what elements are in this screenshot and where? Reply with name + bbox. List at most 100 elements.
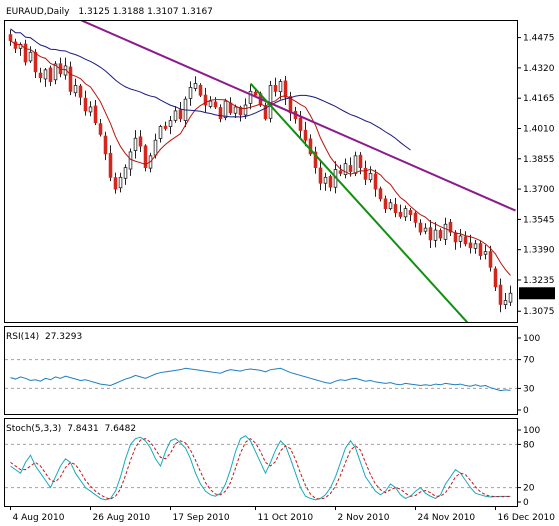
candle-body bbox=[178, 109, 183, 120]
candle-body bbox=[163, 125, 168, 129]
candle-body bbox=[363, 167, 368, 180]
candle-body bbox=[93, 105, 98, 124]
rsi-axis-tick-label: 0 bbox=[523, 406, 529, 416]
candle-body bbox=[433, 229, 438, 241]
candle-body bbox=[83, 97, 88, 112]
slow-moving-average-line bbox=[10, 28, 411, 151]
candle-body bbox=[78, 85, 83, 98]
candle-body bbox=[318, 167, 323, 184]
price-axis-tick-label: 1.3700 bbox=[523, 185, 555, 195]
candle-body bbox=[73, 85, 78, 94]
candle-body bbox=[273, 84, 278, 92]
candle-body bbox=[223, 100, 228, 118]
candle-body bbox=[368, 173, 373, 181]
candle-body bbox=[343, 163, 348, 176]
rsi-axis-tick-label: 30 bbox=[523, 384, 535, 394]
symbol-label: EURAUD,Daily bbox=[6, 7, 70, 17]
rsi-header: RSI(14) 27.3293 bbox=[6, 332, 82, 342]
date-axis-tick-label: 2 Nov 2010 bbox=[338, 513, 390, 523]
candle-body bbox=[418, 222, 423, 233]
candle-body bbox=[428, 227, 433, 241]
candle-body bbox=[313, 151, 318, 168]
candle-body bbox=[108, 152, 113, 178]
candle-body bbox=[373, 173, 378, 190]
rsi-marks bbox=[5, 359, 517, 392]
candle-body bbox=[48, 67, 53, 82]
candle-body bbox=[358, 154, 363, 168]
candle-body bbox=[493, 268, 498, 288]
candle-body bbox=[213, 101, 218, 108]
candle-body bbox=[238, 106, 243, 116]
candle-body bbox=[123, 167, 128, 179]
candle-body bbox=[188, 87, 193, 99]
rsi-label: RSI(14) bbox=[6, 332, 39, 342]
ohlc-label: 1.3125 1.3188 1.3107 1.3167 bbox=[78, 7, 213, 17]
price-axis-tick-label: 1.3545 bbox=[523, 215, 555, 225]
stochastic-marks bbox=[5, 435, 517, 501]
green-trendline bbox=[249, 82, 469, 322]
candle-body bbox=[328, 176, 333, 188]
rsi-panel[interactable] bbox=[4, 326, 518, 415]
candle-body bbox=[383, 198, 388, 210]
stoch-k-value: 7.8431 bbox=[67, 424, 99, 434]
candle-body bbox=[448, 222, 453, 233]
current-price-label: 1.3167 bbox=[522, 289, 554, 299]
candle-body bbox=[353, 155, 358, 174]
price-axis-tick-label: 1.4475 bbox=[523, 34, 555, 44]
candle-body bbox=[438, 230, 443, 239]
candle-body bbox=[218, 107, 223, 120]
candle-body bbox=[228, 102, 233, 114]
purple-trendline bbox=[80, 21, 516, 212]
candle-body bbox=[138, 136, 143, 147]
date-axis-tick-label: 26 Aug 2010 bbox=[93, 513, 151, 523]
rsi-axis-tick-label: 100 bbox=[523, 334, 540, 344]
candle-body bbox=[298, 117, 303, 131]
candle-body bbox=[403, 208, 408, 218]
candle-body bbox=[38, 72, 43, 79]
date-axis-tick-label: 24 Nov 2010 bbox=[418, 513, 476, 523]
candle-body bbox=[348, 165, 353, 172]
date-axis-tick-label: 16 Dec 2010 bbox=[498, 513, 556, 523]
candle-body bbox=[503, 300, 508, 306]
stoch-series-line bbox=[10, 438, 511, 500]
candle-body bbox=[463, 236, 468, 245]
rsi-axis-tick-label: 70 bbox=[523, 356, 535, 366]
candle-body bbox=[413, 212, 418, 223]
candle-body bbox=[488, 251, 493, 268]
price-axis-tick-label: 1.3855 bbox=[523, 155, 555, 165]
rsi-value: 27.3293 bbox=[45, 332, 82, 342]
candle-body bbox=[133, 137, 138, 151]
candle-body bbox=[43, 69, 48, 80]
stoch-axis-tick-label: 20 bbox=[523, 484, 535, 494]
candle-body bbox=[338, 170, 343, 174]
candle-body bbox=[13, 41, 18, 49]
candle-body bbox=[398, 211, 403, 217]
date-axis-tick-label: 4 Aug 2010 bbox=[13, 513, 65, 523]
main-chart-panel[interactable] bbox=[4, 20, 518, 323]
stoch-axis-tick-label: 100 bbox=[523, 426, 540, 436]
candle-body bbox=[283, 80, 288, 98]
candle-body bbox=[203, 94, 208, 106]
candle-body bbox=[68, 66, 73, 92]
candle-body bbox=[458, 235, 463, 242]
candle-body bbox=[473, 243, 478, 249]
candle-body bbox=[53, 63, 58, 81]
stoch-d-value: 7.6482 bbox=[105, 424, 137, 434]
chart-header: EURAUD,Daily 1.3125 1.3188 1.3107 1.3167 bbox=[6, 7, 213, 17]
candle-body bbox=[28, 51, 33, 62]
candle-body bbox=[233, 106, 238, 114]
date-axis-tick-label: 11 Oct 2010 bbox=[258, 513, 314, 523]
candle-body bbox=[253, 91, 258, 96]
candle-body bbox=[408, 210, 413, 215]
rsi-series-line bbox=[10, 367, 511, 392]
candle-body bbox=[468, 242, 473, 249]
axis-labels: 1.4475 1.4320 1.4165 1.4010 1.3855 1.3700 1.35… bbox=[10, 34, 556, 523]
candle-body bbox=[483, 251, 488, 255]
price-axis-tick-label: 1.3390 bbox=[523, 246, 555, 256]
candle-body bbox=[118, 176, 123, 189]
candle-body bbox=[478, 243, 483, 256]
candle-body bbox=[173, 110, 178, 121]
stochastic-panel[interactable] bbox=[4, 418, 518, 507]
stoch-label: Stoch(5,3,3) bbox=[6, 424, 61, 434]
